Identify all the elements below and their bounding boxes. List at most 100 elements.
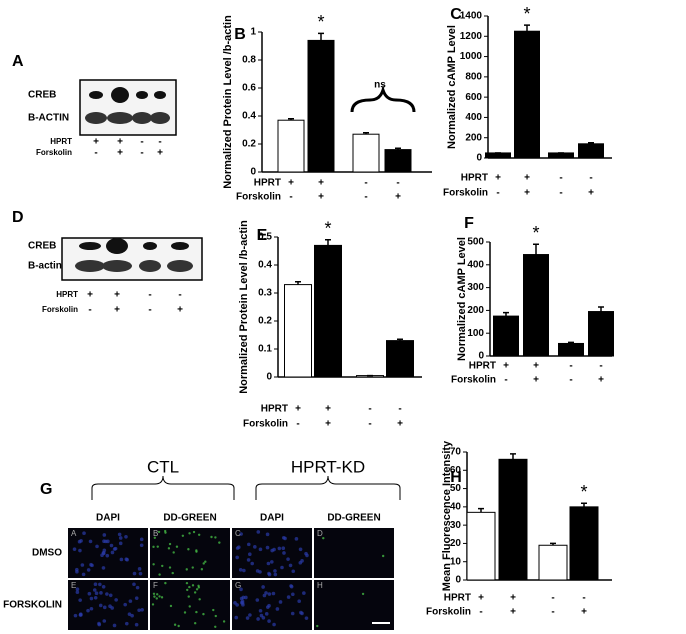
cell-signal: [188, 585, 191, 589]
cell-signal: [161, 564, 164, 568]
y-axis-label: Normalized cAMP Level: [456, 237, 468, 361]
condition-label: Forskolin: [243, 419, 288, 430]
y-tick-label: 50: [450, 483, 462, 494]
condition-sign: -: [140, 148, 143, 159]
tile-label: C: [235, 529, 241, 538]
condition-sign: -: [551, 593, 554, 604]
y-tick-label: 0.4: [258, 260, 272, 271]
cell-signal: [104, 539, 108, 544]
cell-signal: [78, 548, 82, 553]
y-tick-label: 60: [450, 465, 462, 476]
row-label: DMSO: [32, 548, 62, 559]
cell-signal: [239, 600, 244, 605]
condition-sign: -: [88, 305, 91, 316]
condition-sign: -: [504, 375, 507, 386]
group-label: HPRT-KD: [291, 457, 365, 476]
panel-label: H: [450, 469, 462, 486]
cell-signal: [128, 599, 133, 603]
condition-sign: +: [117, 137, 123, 148]
cell-signal: [88, 539, 93, 544]
cell-signal: [101, 584, 106, 589]
cell-signal: [197, 533, 201, 536]
cell-signal: [298, 547, 303, 552]
cell-signal: [245, 616, 250, 620]
cell-signal: [235, 603, 239, 607]
bar: [386, 340, 414, 378]
tile-label: E: [71, 581, 76, 590]
cell-signal: [156, 545, 159, 548]
condition-sign: -: [368, 419, 371, 430]
error-bar: [288, 118, 294, 121]
panel-label: C: [450, 6, 462, 23]
cell-signal: [361, 592, 365, 596]
bar: [466, 511, 496, 581]
cell-signal: [286, 557, 290, 561]
annotation: *: [523, 4, 530, 24]
cell-signal: [280, 565, 284, 570]
cell-signal: [291, 592, 295, 597]
y-tick-label: 1200: [460, 31, 483, 42]
error-bar: [325, 239, 331, 246]
condition-sign: +: [318, 192, 324, 203]
column-label: DAPI: [260, 513, 284, 524]
blot-band: [79, 242, 101, 250]
cell-signal: [78, 612, 83, 616]
blot-band: [111, 87, 129, 103]
condition-sign: +: [510, 593, 516, 604]
condition-sign: -: [289, 192, 292, 203]
cell-signal: [86, 608, 90, 613]
cell-signal: [289, 584, 294, 589]
tile-label: G: [235, 581, 241, 590]
cell-signal: [99, 591, 103, 595]
y-tick-label: 500: [467, 237, 484, 248]
panel-label: G: [40, 481, 52, 498]
condition-sign: +: [157, 148, 163, 159]
y-tick-label: 70: [450, 447, 462, 458]
band-label: B-ACTIN: [28, 113, 69, 124]
cell-signal: [73, 613, 78, 618]
cell-signal: [272, 622, 276, 627]
y-tick-label: 0.4: [242, 111, 256, 122]
cell-signal: [264, 591, 268, 595]
cell-signal: [193, 622, 197, 625]
cell-signal: [155, 597, 158, 600]
condition-label: Forskolin: [36, 148, 72, 157]
condition-sign: +: [588, 188, 594, 199]
cell-signal: [127, 612, 132, 616]
cell-signal: [93, 582, 98, 587]
bar: [352, 133, 380, 173]
cell-signal: [101, 566, 106, 570]
condition-sign: +: [325, 404, 331, 415]
y-tick-label: 800: [465, 71, 482, 82]
cell-signal: [288, 563, 293, 568]
cell-signal: [253, 545, 257, 549]
y-tick-label: 1400: [460, 11, 483, 22]
blot-band: [75, 260, 105, 272]
y-tick-label: 0: [266, 372, 272, 383]
cell-signal: [255, 598, 260, 602]
condition-sign: -: [364, 178, 367, 189]
cell-signal: [275, 607, 280, 611]
condition-sign: +: [495, 173, 501, 184]
bar: [538, 544, 568, 581]
cell-signal: [98, 603, 103, 608]
cell-signal: [218, 541, 221, 544]
condition-sign: -: [148, 305, 151, 316]
cell-signal: [153, 536, 157, 539]
cell-signal: [195, 610, 198, 614]
blot-band: [106, 238, 128, 254]
cell-signal: [302, 591, 306, 595]
condition-label: HPRT: [56, 290, 78, 299]
cell-signal: [283, 536, 287, 541]
error-bar: [581, 502, 587, 507]
cell-signal: [168, 566, 172, 569]
column-label: DD-GREEN: [163, 513, 216, 524]
blot-band: [102, 260, 132, 272]
cell-signal: [152, 592, 156, 595]
micrograph: [150, 580, 230, 630]
cell-signal: [105, 553, 110, 558]
cell-signal: [241, 595, 246, 600]
bar: [277, 119, 305, 173]
cell-signal: [134, 622, 139, 627]
cell-signal: [195, 588, 199, 591]
